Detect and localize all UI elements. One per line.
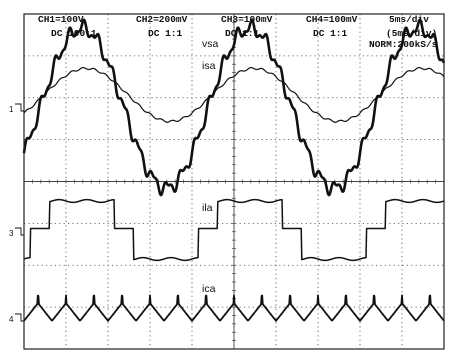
trace-label-ila: ila (202, 202, 213, 214)
ch1-ground-marker: 1 (9, 103, 24, 114)
svg-text:4: 4 (9, 315, 14, 324)
trace-vsa (22, 18, 446, 197)
svg-text:3: 3 (9, 229, 14, 238)
acquisition-mode: NORM:200kS/s (369, 39, 438, 50)
ch4-coupling: DC 1:1 (313, 28, 348, 39)
ch4-scale: CH4=100mV (306, 14, 358, 25)
trace-ica (23, 294, 445, 322)
ch3-coupling: DC 1:1 (225, 28, 260, 39)
ch2-scale: CH2=200mV (136, 14, 188, 25)
ch3-scale: CH3=100mV (221, 14, 273, 25)
ch3-ground-marker: 3 (9, 227, 24, 238)
trace-layer (22, 18, 446, 322)
svg-text:1: 1 (9, 105, 14, 114)
ch2-coupling: DC 1:1 (148, 28, 183, 39)
trace-ila (23, 198, 445, 262)
trace-isa (23, 66, 445, 123)
plot-frame (23, 13, 445, 350)
ch1-scale: CH1=100V (38, 14, 84, 25)
trace-label-vsa: vsa (202, 38, 219, 50)
trace-label-ica: ica (202, 283, 216, 295)
timebase-readout: 5ms/div (389, 14, 429, 25)
trace-label-isa: isa (202, 60, 216, 72)
timebase-zoom-readout: (5ms/div) (386, 28, 437, 39)
ch4-ground-marker: 4 (9, 313, 24, 324)
ch1-coupling: DC 100:1 (51, 28, 97, 39)
